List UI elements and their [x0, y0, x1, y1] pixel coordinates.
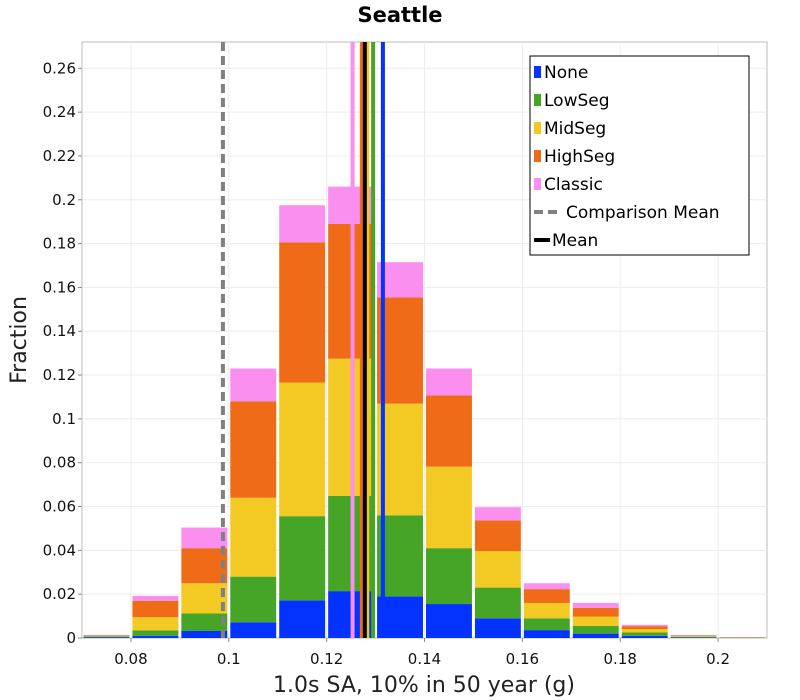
- bar-classic: [572, 602, 619, 608]
- bar-lowseg: [523, 618, 570, 631]
- bar-lowseg: [279, 516, 326, 601]
- bar-lowseg: [621, 632, 668, 636]
- y-tick-label: 0.18: [43, 235, 76, 253]
- y-tick-label: 0.24: [43, 103, 76, 121]
- bar-classic: [279, 205, 326, 243]
- mean-lines: [220, 42, 385, 638]
- bar-highseg: [670, 635, 717, 637]
- bar-classic: [132, 595, 179, 601]
- bar-midseg: [523, 602, 570, 619]
- bar-midseg: [230, 497, 277, 577]
- legend-swatch-highseg: [534, 150, 541, 162]
- y-tick-label: 0.22: [43, 147, 76, 165]
- bar-midseg: [572, 616, 619, 626]
- y-tick-label: 0.1: [52, 410, 76, 428]
- y-tick-label: 0.12: [43, 366, 76, 384]
- bar-none: [621, 635, 668, 638]
- x-axis-label: 1.0s SA, 10% in 50 year (g): [273, 673, 575, 698]
- y-tick-label: 0: [66, 629, 76, 647]
- bar-lowseg: [572, 625, 619, 634]
- y-tick-label: 0.08: [43, 454, 76, 472]
- bar-highseg: [83, 635, 130, 636]
- bar-classic: [474, 507, 521, 521]
- grid: [82, 42, 767, 638]
- x-axis-ticks: 0.08 0.1 0.12 0.14 0.16 0.18 0.2: [114, 638, 730, 668]
- x-tick-label: 0.1: [217, 650, 241, 668]
- bar-none: [474, 618, 521, 638]
- bar-midseg: [132, 617, 179, 631]
- bar-classic: [230, 368, 277, 402]
- y-tick-label: 0.2: [52, 191, 76, 209]
- bar-none: [523, 630, 570, 638]
- bar-none: [83, 637, 130, 638]
- bar-classic: [426, 368, 472, 396]
- bar-highseg: [572, 607, 619, 617]
- legend-swatch-none: [534, 66, 541, 78]
- bar-midseg: [83, 635, 130, 637]
- bar-lowseg: [181, 613, 228, 631]
- bar-lowseg: [230, 576, 277, 623]
- y-tick-label: 0.14: [43, 322, 76, 340]
- y-tick-label: 0.26: [43, 59, 76, 77]
- bar-lowseg: [83, 636, 130, 638]
- x-tick-label: 0.18: [604, 650, 637, 668]
- legend-label-midseg: MidSeg: [544, 119, 606, 139]
- legend-label-comparison-mean: Comparison Mean: [566, 203, 720, 223]
- bar-classic: [523, 583, 570, 590]
- legend-swatch-classic: [534, 178, 541, 190]
- x-tick-label: 0.16: [506, 650, 539, 668]
- bar-midseg: [621, 629, 668, 633]
- legend: None LowSeg MidSeg HighSeg Classic Comparison…: [529, 55, 750, 256]
- y-axis-ticks: 0 0.02 0.04 0.06 0.08 0.1 0.12 0.14 0.16 0.18 0.2 0…: [43, 59, 82, 647]
- chart-title: Seattle: [357, 3, 442, 27]
- bar-lowseg: [474, 587, 521, 619]
- bar-highseg: [621, 626, 668, 630]
- legend-label-none: None: [544, 63, 588, 83]
- bar-none: [426, 604, 472, 638]
- legend-box: [529, 55, 750, 256]
- bar-midseg: [670, 636, 717, 637]
- bar-midseg: [474, 551, 521, 588]
- legend-swatch-midseg: [534, 122, 541, 134]
- x-tick-label: 0.08: [114, 650, 147, 668]
- x-tick-label: 0.14: [408, 650, 441, 668]
- bar-none: [181, 630, 228, 638]
- bar-highseg: [474, 520, 521, 552]
- legend-swatch-lowseg: [534, 94, 541, 106]
- bar-lowseg: [670, 636, 717, 638]
- bar-highseg: [181, 548, 228, 584]
- bar-none: [132, 635, 179, 638]
- bar-midseg: [426, 466, 472, 549]
- bar-highseg: [132, 600, 179, 618]
- legend-label-lowseg: LowSeg: [544, 91, 610, 111]
- bar-highseg: [523, 589, 570, 603]
- x-tick-label: 0.2: [706, 650, 730, 668]
- legend-label-classic: Classic: [544, 175, 603, 195]
- bar-none: [230, 622, 277, 638]
- bar-none: [279, 600, 326, 638]
- bar-lowseg: [132, 630, 179, 636]
- y-axis-label: Fraction: [7, 296, 32, 384]
- y-tick-label: 0.16: [43, 278, 76, 296]
- y-tick-label: 0.06: [43, 498, 76, 516]
- bar-midseg: [181, 583, 228, 614]
- legend-label-mean: Mean: [552, 231, 598, 251]
- y-tick-label: 0.02: [43, 585, 76, 603]
- bar-none: [572, 633, 619, 638]
- bar-classic: [621, 624, 668, 627]
- bar-highseg: [426, 395, 472, 467]
- legend-label-highseg: HighSeg: [544, 147, 615, 167]
- y-tick-label: 0.04: [43, 541, 76, 559]
- bar-lowseg: [426, 548, 472, 605]
- bar-highseg: [230, 401, 277, 498]
- bar-midseg: [279, 382, 326, 517]
- bar-none: [670, 637, 717, 638]
- bar-highseg: [279, 242, 326, 383]
- x-tick-label: 0.12: [310, 650, 343, 668]
- bar-classic: [181, 527, 228, 549]
